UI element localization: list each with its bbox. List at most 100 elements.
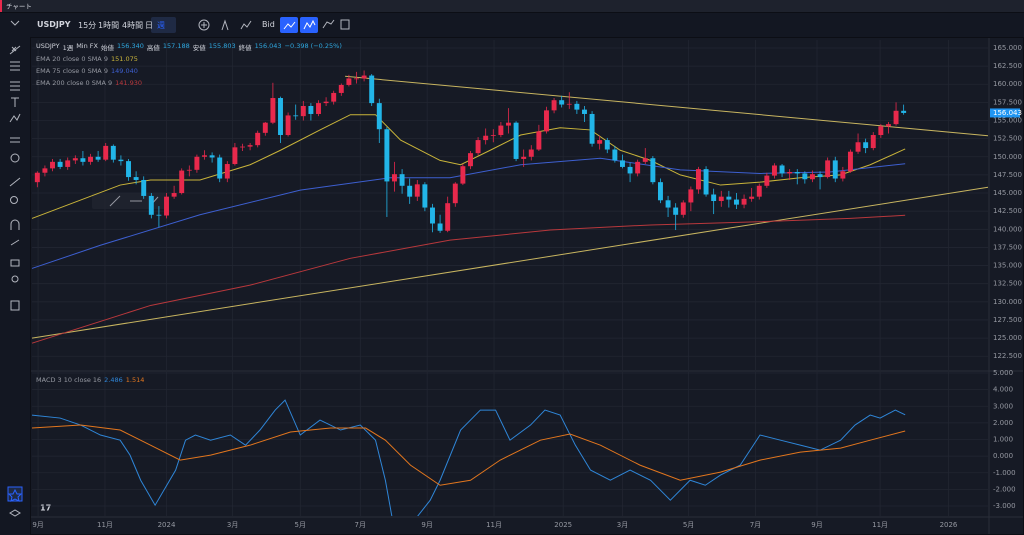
legend-row: EMA 75 close 0 SMA 9 149.040 [36,67,138,75]
candle-body [703,169,709,195]
candle-body [316,103,321,114]
candle-body [164,196,169,216]
candle-body [863,142,869,149]
interval[interactable]: 日 [145,21,153,30]
candle-body [475,140,481,154]
candle-body [430,207,435,224]
title-bar [0,0,1024,12]
y-tick-label: 5.000 [993,369,1013,377]
y-tick-label: 165.000 [993,44,1022,52]
y-tick-label: -3.000 [993,502,1016,510]
candle-body [764,175,770,186]
candle-body [544,110,549,132]
candle-body [34,172,40,183]
legend-text: 始値 [101,44,114,52]
candle-body [437,223,443,231]
candle-body [72,158,78,161]
candle-body [802,173,808,180]
price-side[interactable]: Bid [262,20,275,29]
candle-body [741,198,747,205]
y-tick-label: 162.500 [993,62,1022,70]
y-tick-label: 160.000 [993,80,1022,88]
candle-body [369,75,375,104]
candle-body [779,165,785,174]
left-tool-icons [7,45,23,517]
candle-body [308,106,314,114]
x-tick-label: 3月 [617,521,628,529]
candle-body [202,155,207,157]
candle-body [300,106,306,117]
legend-text: EMA 200 close 0 SMA 9 [36,79,113,87]
candle-body [392,174,397,182]
macd-line [31,399,906,516]
candle-body [825,160,831,178]
y-tick-label: 2.000 [993,419,1013,427]
candle-body [452,183,458,204]
candle-body [620,160,625,167]
x-tick-label: 9月 [811,521,822,529]
candle-body [384,129,390,182]
x-tick-label: 11月 [486,521,502,529]
candle-body [506,122,511,126]
logo: 17 [40,504,51,513]
candle-body [756,185,762,197]
y-tick-label: 150.000 [993,153,1022,161]
candle-body [589,113,595,144]
y-tick-label: 152.500 [993,135,1022,143]
y-tick-label: 0.000 [993,452,1013,460]
candle-body [217,157,223,179]
candle-body [88,156,93,162]
candle-body [179,170,185,194]
candle-body [407,185,413,197]
candle-body [468,153,473,167]
legend-row: EMA 20 close 0 SMA 9 151.075 [36,55,138,63]
y-tick-label: 147.500 [993,171,1022,179]
x-tick-label: 5月 [295,521,306,529]
candle-body [399,174,405,186]
interval[interactable]: 1時間 [98,21,120,30]
legend-text: 1週 [62,44,74,52]
toolbar-icons [10,19,350,31]
candle-body [95,156,101,160]
y-tick-label: -2.000 [993,485,1016,493]
legend-text: 終値 [238,44,252,52]
interval[interactable]: 15分 [78,21,97,30]
legend-text: EMA 75 close 0 SMA 9 [36,67,108,75]
candle-body [110,145,116,160]
ema-line [31,157,906,269]
candle-body [209,155,215,158]
candle-body [528,149,534,157]
legend-text: 141.930 [115,79,142,87]
candle-body [422,184,428,208]
interval[interactable]: 週 [157,21,165,30]
candle-body [80,158,86,162]
candle-body [42,168,48,173]
candle-body [490,135,496,136]
macd-line [31,424,906,486]
candle-body [665,200,671,208]
symbol[interactable]: USDJPY [37,20,71,29]
y-tick-label: 135.000 [993,262,1022,270]
x-tick-label: 11月 [872,521,888,529]
floating-toolbar [92,193,166,209]
y-tick-label: 3.000 [993,402,1013,410]
interval-active[interactable] [151,17,176,33]
candle-body [832,160,838,179]
candle-body [582,109,587,114]
legend-row: EMA 200 close 0 SMA 9 141.930 [36,79,142,87]
legend-text: 2.486 [104,376,123,384]
x-tick-label: 11月 [97,521,113,529]
legend-text: 安値 [192,44,206,52]
y-tick-label: 125.000 [993,334,1022,342]
candle-body [338,84,344,93]
interval[interactable]: 4時間 [122,21,144,30]
ema-line [31,114,906,219]
candle-body [612,149,618,161]
x-tick-label: 9月 [421,521,432,529]
candle-body [657,182,663,201]
legend-text: 149.040 [110,67,138,75]
legend-value: 155.803 [208,42,236,50]
y-tick-label: 155.000 [993,117,1022,125]
candle-body [262,122,268,133]
candle-body [194,156,200,170]
